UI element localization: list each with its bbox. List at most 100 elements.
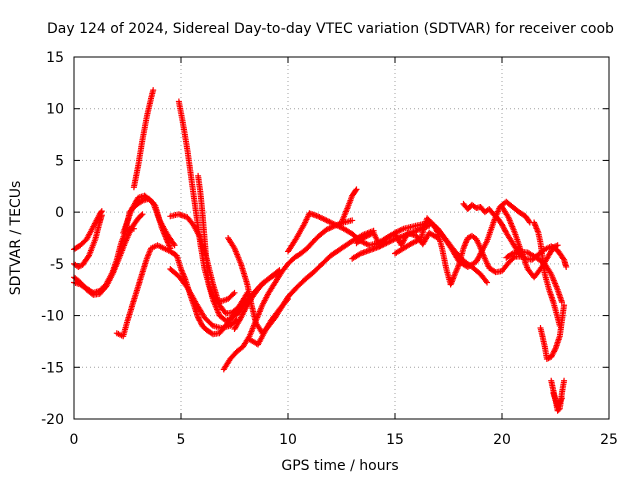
data-point — [469, 201, 478, 210]
data-point — [293, 221, 308, 241]
data-point — [203, 260, 212, 286]
data-point — [398, 231, 410, 249]
x-tick-label: 5 — [177, 432, 186, 448]
data-point — [165, 232, 177, 247]
data-point — [561, 377, 568, 384]
data-point — [349, 251, 363, 262]
data-point — [141, 192, 155, 205]
data-point — [139, 115, 150, 143]
data-point — [222, 315, 234, 324]
series-arc-2 — [71, 212, 105, 270]
y-tick-label: 15 — [46, 50, 64, 66]
data-point — [113, 330, 125, 339]
x-tick-label: 0 — [70, 432, 79, 448]
x-axis-ticks: 0 5 10 15 20 25 — [70, 57, 618, 448]
data-point — [75, 262, 85, 270]
data-point — [302, 211, 312, 226]
data-point — [96, 282, 108, 294]
series-arc-18 — [338, 186, 360, 226]
data-point — [265, 281, 278, 296]
y-tick-label: 5 — [55, 153, 64, 169]
data-point — [464, 233, 474, 241]
data-point — [167, 248, 179, 258]
data-point — [522, 213, 532, 225]
data-point — [469, 232, 478, 241]
data-point — [255, 330, 267, 348]
data-point — [139, 211, 146, 218]
data-point — [383, 231, 397, 241]
data-point — [338, 205, 351, 226]
data-point — [473, 251, 483, 265]
data-point — [79, 253, 92, 268]
data-point — [490, 211, 500, 221]
data-point — [550, 242, 560, 251]
data-point — [160, 245, 172, 254]
data-point — [199, 209, 208, 240]
data-point — [124, 298, 137, 324]
data-point — [302, 270, 316, 283]
x-tick-label: 10 — [279, 432, 297, 448]
data-point — [297, 246, 309, 257]
data-point — [103, 270, 115, 288]
data-point — [154, 242, 166, 251]
data-point — [276, 297, 290, 313]
data-point — [349, 217, 356, 224]
data-point — [503, 251, 515, 261]
data-point — [229, 310, 241, 321]
data-point — [554, 396, 565, 410]
data-point — [558, 395, 565, 402]
data-point — [231, 245, 244, 266]
data-point — [83, 225, 96, 242]
data-point — [167, 211, 181, 220]
data-point — [220, 357, 233, 373]
data-point — [201, 235, 210, 266]
data-point — [135, 138, 146, 169]
data-point — [231, 289, 238, 296]
series-arc-25 — [503, 248, 565, 306]
data-point — [285, 236, 299, 255]
data-point — [552, 334, 563, 352]
data-point — [481, 255, 492, 270]
grid-lines — [74, 57, 609, 419]
series-arc-20 — [353, 229, 441, 250]
data-point — [285, 296, 291, 303]
data-point — [190, 222, 203, 240]
data-point — [340, 225, 354, 236]
y-tick-label: -10 — [41, 309, 64, 325]
data-point — [263, 273, 275, 284]
data-point — [494, 215, 505, 227]
data-point — [259, 291, 271, 309]
data-point — [310, 233, 322, 245]
data-point — [267, 307, 282, 324]
data-point — [505, 214, 518, 235]
data-point — [248, 302, 259, 325]
data-point — [167, 245, 174, 252]
data-point — [193, 300, 207, 320]
data-point — [317, 227, 329, 238]
y-tick-label: 0 — [55, 205, 64, 221]
data-point — [150, 87, 157, 94]
data-point — [246, 336, 260, 347]
data-point — [197, 188, 206, 214]
data-point — [409, 236, 423, 247]
data-point — [550, 299, 561, 319]
data-point — [250, 285, 263, 298]
data-point — [554, 406, 562, 414]
data-point — [499, 261, 511, 275]
data-point — [499, 221, 509, 235]
data-point — [509, 204, 521, 215]
data-point — [484, 279, 491, 286]
data-point — [531, 219, 541, 235]
data-point — [148, 243, 159, 252]
data-point — [548, 271, 560, 292]
data-point — [315, 213, 329, 223]
x-tick-label: 25 — [600, 432, 618, 448]
data-point — [392, 246, 406, 257]
data-point — [120, 319, 130, 340]
data-point — [349, 187, 359, 199]
data-point — [210, 294, 220, 304]
series-arc-8 — [130, 87, 157, 191]
data-point — [291, 251, 303, 261]
data-point — [486, 206, 496, 216]
series-arc-14 — [225, 227, 377, 337]
